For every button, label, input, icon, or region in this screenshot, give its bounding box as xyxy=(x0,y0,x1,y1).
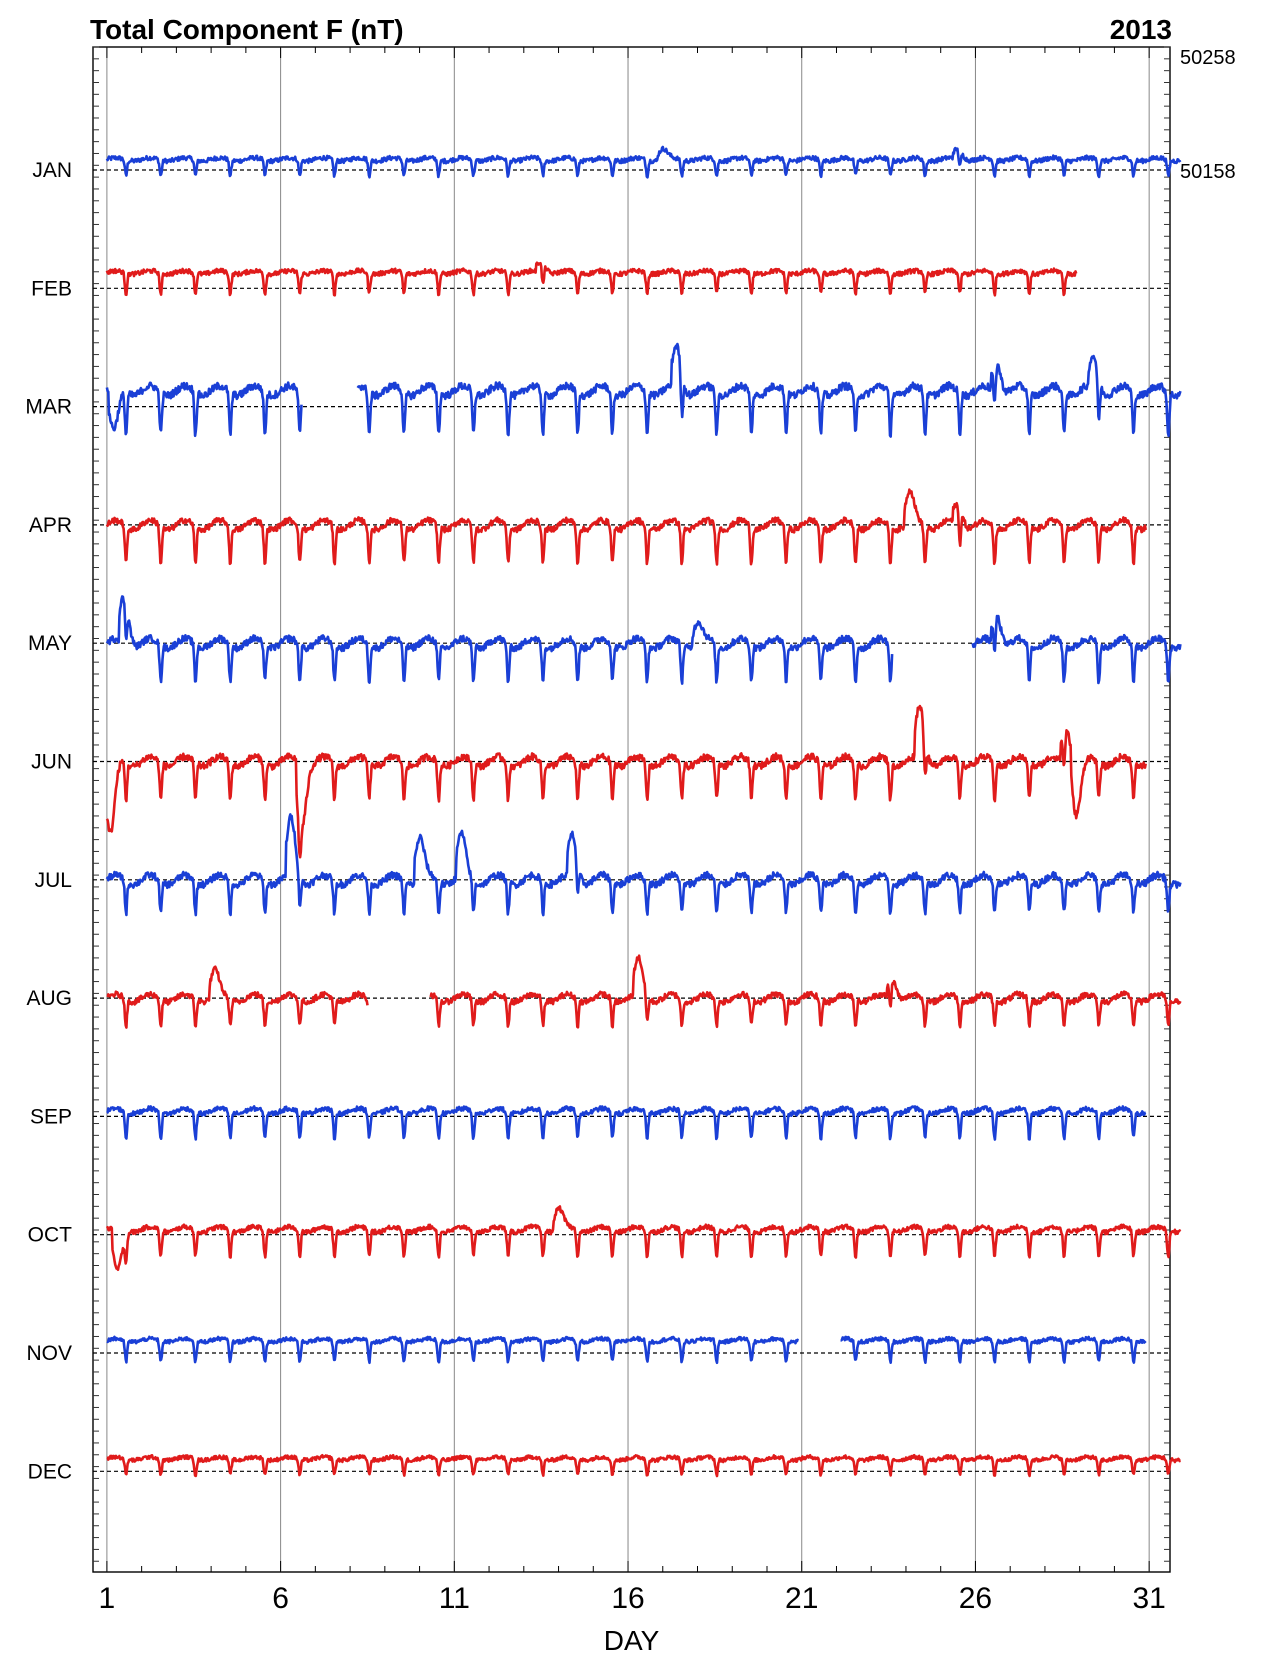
month-label-aug: AUG xyxy=(26,987,72,1010)
x-tick-label: 6 xyxy=(272,1582,289,1615)
month-label-may: MAY xyxy=(28,632,72,655)
month-label-sep: SEP xyxy=(30,1105,72,1128)
month-label-mar: MAR xyxy=(25,396,72,419)
series-line-jan xyxy=(107,147,1181,177)
month-label-apr: APR xyxy=(29,514,72,537)
month-label-dec: DEC xyxy=(28,1460,72,1483)
series-line-feb xyxy=(107,263,1076,296)
scale-label-baseline: 50158 xyxy=(1180,161,1236,183)
scale-label-top: 50258 xyxy=(1180,47,1236,69)
series-line-nov xyxy=(107,1337,1146,1363)
series-line-jun xyxy=(107,706,1146,857)
month-label-jan: JAN xyxy=(32,159,72,182)
series-line-jul xyxy=(107,814,1181,915)
x-tick-label: 11 xyxy=(439,1582,470,1615)
month-label-oct: OCT xyxy=(28,1224,73,1247)
x-tick-label: 1 xyxy=(99,1582,116,1615)
x-tick-label: 26 xyxy=(959,1582,992,1615)
series-line-sep xyxy=(107,1106,1146,1139)
series-line-oct xyxy=(107,1206,1181,1269)
x-tick-label: 31 xyxy=(1132,1582,1165,1615)
month-label-nov: NOV xyxy=(26,1342,72,1365)
month-label-feb: FEB xyxy=(31,277,72,300)
x-tick-label: 16 xyxy=(611,1582,644,1615)
x-axis-label: DAY xyxy=(604,1625,660,1656)
month-label-jul: JUL xyxy=(35,869,72,892)
series-line-dec xyxy=(107,1455,1181,1476)
month-label-jun: JUN xyxy=(31,751,72,774)
series-line-apr xyxy=(107,490,1146,565)
x-tick-label: 21 xyxy=(785,1582,818,1615)
series-line-aug xyxy=(107,956,1181,1028)
series-line-mar xyxy=(107,344,1181,437)
series-line-may xyxy=(107,597,1181,684)
